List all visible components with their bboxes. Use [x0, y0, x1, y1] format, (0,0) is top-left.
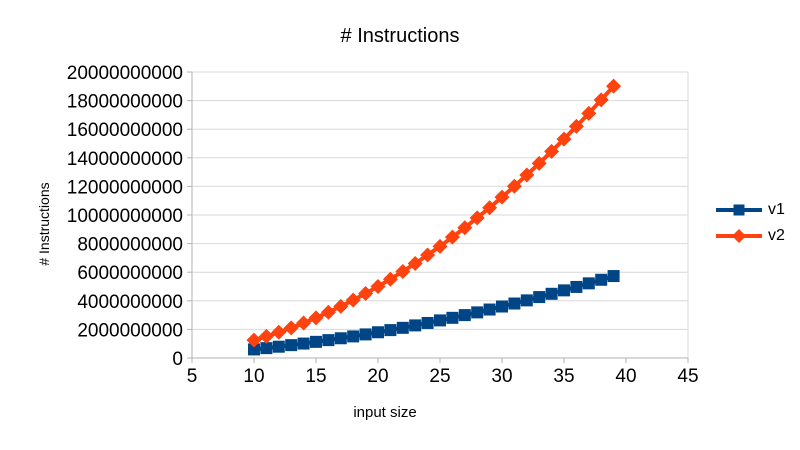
marker-square-v1 [384, 324, 397, 337]
marker-square-v1 [595, 273, 608, 286]
y-tick-label: 14000000000 [67, 149, 183, 170]
legend-swatch-v2-diamond-icon [716, 228, 762, 243]
marker-diamond-v2 [382, 271, 398, 287]
x-tick-label: 5 [187, 366, 198, 387]
marker-square-v1 [533, 291, 546, 304]
legend-marker-v2 [732, 228, 746, 243]
marker-square-v1 [520, 294, 533, 307]
y-tick-label: 18000000000 [67, 92, 183, 113]
marker-square-v1 [248, 343, 260, 356]
marker-square-v1 [409, 319, 422, 332]
x-tick-label: 10 [243, 366, 264, 387]
marker-square-v1 [272, 340, 285, 353]
marker-square-v1 [421, 316, 434, 329]
y-tick-label: 10000000000 [67, 206, 183, 227]
marker-square-v1 [285, 339, 298, 352]
marker-square-v1 [446, 311, 459, 324]
marker-diamond-v2 [345, 292, 361, 308]
x-tick-label: 30 [491, 366, 512, 387]
marker-diamond-v2 [506, 178, 522, 194]
legend-entry-v2: v2 [716, 225, 785, 246]
y-tick-label: 0 [172, 349, 183, 370]
marker-diamond-v2 [320, 304, 336, 320]
x-tick-label: 15 [305, 366, 326, 387]
marker-diamond-v2 [358, 286, 374, 302]
marker-square-v1 [359, 328, 372, 341]
marker-diamond-v2 [519, 167, 535, 183]
marker-diamond-v2 [531, 155, 547, 171]
x-tick-label: 45 [677, 366, 698, 387]
marker-square-v1 [483, 303, 496, 316]
x-tick-label: 40 [615, 366, 636, 387]
marker-square-v1 [570, 280, 583, 293]
marker-diamond-v2 [407, 255, 423, 271]
marker-diamond-v2 [296, 315, 312, 331]
legend-swatch-v1-square-icon [716, 204, 762, 215]
marker-diamond-v2 [581, 105, 597, 121]
marker-diamond-v2 [283, 320, 299, 336]
chart-title: # Instructions [340, 25, 460, 47]
marker-diamond-v2 [246, 332, 262, 348]
y-tick-label: 20000000000 [67, 63, 183, 84]
marker-diamond-v2 [457, 220, 473, 236]
marker-diamond-v2 [444, 229, 460, 245]
marker-diamond-v2 [258, 328, 274, 344]
series-line-v2 [253, 84, 616, 343]
marker-square-v1 [496, 300, 508, 313]
marker-square-v1 [508, 297, 521, 310]
marker-diamond-v2 [395, 263, 411, 279]
marker-square-v1 [458, 309, 471, 322]
marker-diamond-v2 [568, 118, 584, 134]
marker-square-v1 [558, 284, 570, 297]
x-tick-label: 35 [553, 366, 574, 387]
marker-square-v1 [471, 306, 484, 319]
marker-square-v1 [607, 270, 620, 283]
marker-square-v1 [396, 321, 409, 334]
y-tick-label: 16000000000 [67, 120, 183, 141]
marker-diamond-v2 [593, 92, 609, 108]
marker-diamond-v2 [420, 247, 436, 263]
marker-square-v1 [310, 335, 322, 348]
marker-diamond-v2 [544, 143, 560, 159]
y-tick-label: 4000000000 [77, 292, 183, 313]
marker-diamond-v2 [370, 279, 386, 294]
marker-square-v1 [434, 314, 446, 327]
marker-square-v1 [545, 287, 558, 300]
legend-label-v1: v1 [768, 200, 785, 218]
marker-diamond-v2 [308, 310, 324, 326]
marker-square-v1 [322, 334, 335, 347]
y-tick-label: 12000000000 [67, 177, 183, 198]
marker-diamond-v2 [606, 78, 622, 94]
marker-diamond-v2 [432, 238, 448, 254]
marker-square-v1 [347, 330, 360, 343]
marker-square-v1 [334, 332, 347, 345]
marker-diamond-v2 [271, 324, 287, 340]
y-axis-title: # Instructions [36, 182, 52, 266]
legend-entry-v1: v1 [716, 199, 785, 220]
marker-square-v1 [260, 342, 273, 355]
chart-legend: v1 v2 [716, 199, 785, 246]
marker-square-v1 [297, 337, 310, 350]
legend-label-v2: v2 [768, 226, 785, 244]
y-tick-label: 2000000000 [77, 320, 183, 341]
marker-square-v1 [372, 326, 384, 339]
legend-marker-v1 [733, 204, 745, 215]
marker-diamond-v2 [494, 189, 510, 205]
y-tick-label: 8000000000 [77, 235, 183, 256]
marker-diamond-v2 [482, 200, 498, 216]
marker-square-v1 [582, 277, 595, 290]
marker-diamond-v2 [333, 298, 349, 314]
marker-diamond-v2 [556, 131, 572, 147]
x-axis-title: input size [353, 404, 417, 421]
y-tick-label: 6000000000 [77, 263, 183, 284]
x-tick-label: 25 [429, 366, 450, 387]
marker-diamond-v2 [469, 210, 485, 226]
x-tick-label: 20 [367, 366, 388, 387]
